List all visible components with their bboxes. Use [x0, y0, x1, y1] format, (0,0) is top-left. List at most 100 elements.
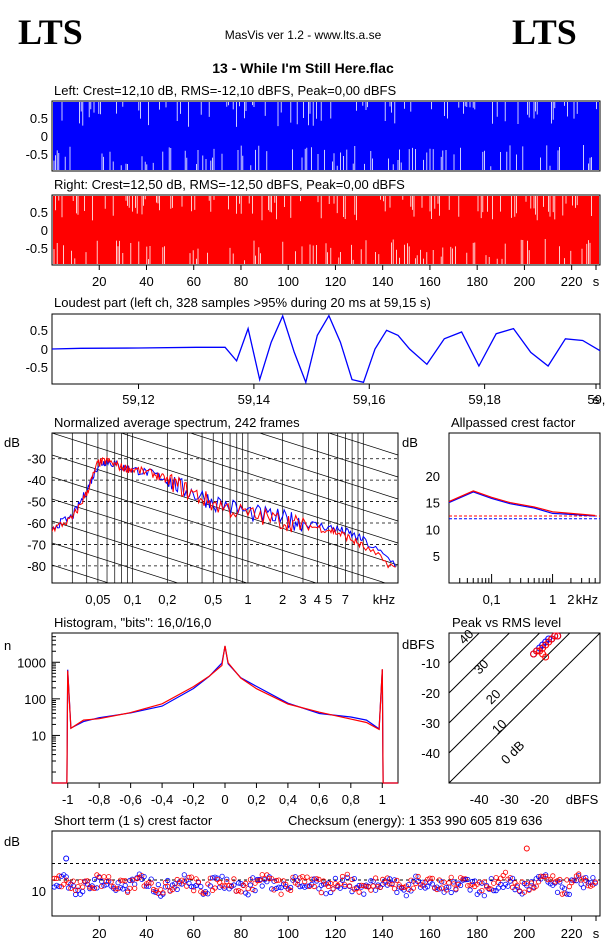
shortcrest-point-right	[337, 881, 343, 887]
shortcrest-point-right	[566, 883, 572, 890]
shortcrest-ylabel: dB	[4, 834, 20, 849]
shortcrest-point-left	[465, 876, 471, 883]
spectrum-xtick-label: 0,2	[158, 592, 176, 607]
shortcrest-point-right	[273, 877, 279, 884]
shortcrest-point-right	[391, 886, 398, 892]
spectrum-ylabel: dB	[4, 435, 20, 450]
shortcrest-point-left	[406, 881, 412, 888]
allpass-line-right	[448, 490, 596, 517]
time-tick-label: 120	[325, 274, 347, 289]
spectrum-grid-diag	[52, 520, 249, 583]
spectrum-ytick-label: -70	[27, 537, 46, 552]
shortcrest-point-right	[344, 871, 350, 877]
shortcrest-point-right	[129, 877, 135, 883]
shortcrest-point-right	[245, 886, 251, 892]
shortcrest-point-right	[283, 881, 289, 888]
peakrms-xtick-label: -30	[500, 792, 519, 807]
shortcrest-point-left	[420, 879, 426, 885]
spectrum-grid-diag	[258, 433, 398, 478]
left-ytick-2: -0.5	[26, 147, 48, 162]
peakrms-point-right	[533, 647, 541, 655]
shortcrest-point-right	[91, 885, 98, 892]
shortcrest-point-right	[476, 879, 483, 885]
shortcrest-point-left	[65, 885, 72, 891]
peakrms-diagonal-label: 30	[471, 656, 492, 677]
shortcrest-point-right	[564, 877, 570, 883]
loudest-xtick-label: 59,16	[353, 392, 386, 407]
shortcrest-point-right	[217, 879, 223, 886]
file-title: 13 - While I'm Still Here.flac	[212, 60, 394, 76]
shortcrest-point-left	[259, 883, 265, 889]
shortcrest-point-left	[472, 878, 478, 884]
shortcrest-point-right	[330, 886, 336, 892]
shortcrest-point-left	[174, 886, 180, 893]
shortcrest-point-right	[372, 875, 379, 881]
shortcrest-point-left	[481, 893, 487, 899]
shortcrest-point-right	[259, 872, 265, 878]
shortcrest-point-left	[436, 886, 442, 892]
allpass-xtick-label: kHz	[576, 592, 598, 607]
allpass-title: Allpassed crest factor	[451, 415, 576, 430]
shortcrest-point-right	[115, 886, 121, 892]
shortcrest-point-left	[91, 876, 98, 883]
spectrum-grid-diag	[327, 433, 398, 456]
peakrms-point-right	[554, 632, 562, 640]
shortcrest-point-right	[346, 883, 353, 889]
shortcrest-point-left	[155, 881, 161, 888]
shortcrest-point-left	[368, 878, 374, 884]
shortcrest-point-left	[205, 891, 211, 897]
time-tick-label: 60	[186, 274, 200, 289]
left-waveform	[53, 102, 599, 170]
time-tick-label: 40	[139, 274, 153, 289]
shortcrest-outlier	[63, 855, 70, 862]
shortcrest-point-left	[413, 873, 419, 879]
shortcrest-point-right	[177, 881, 183, 887]
shortcrest-frame	[51, 830, 601, 917]
peakrms-xtick-label: dBFS	[566, 792, 599, 807]
shortcrest-point-left	[188, 883, 194, 890]
shortcrest-point-right	[408, 877, 414, 883]
peakrms-diagonal	[449, 633, 541, 724]
shortcrest-point-left	[351, 875, 357, 882]
shortcrest-point-left	[122, 882, 128, 889]
right-ytick-0: 0.5	[30, 205, 48, 220]
shortcrest-point-right	[287, 887, 294, 894]
shortcrest-point-right	[132, 885, 138, 891]
shortcrest-xtick-label: 60	[186, 926, 200, 941]
shortcrest-point-left	[148, 876, 154, 882]
loudest-xtick-label: 59,18	[468, 392, 501, 407]
time-tick-label: 180	[466, 274, 488, 289]
shortcrest-point-right	[202, 890, 209, 896]
shortcrest-point-right	[56, 873, 62, 879]
shortcrest-outlier	[523, 845, 530, 852]
shortcrest-point-left	[198, 883, 204, 890]
spectrum-ytick-label: -60	[27, 516, 46, 531]
time-axis-ticks: 20 40 60 80 100 120 140 160 180 200 220 s	[92, 265, 600, 289]
shortcrest-xtick-label: 220	[561, 926, 583, 941]
shortcrest-point-right	[165, 883, 171, 890]
left-ytick-0: 0.5	[30, 111, 48, 126]
shortcrest-point-left	[247, 882, 253, 888]
histogram-xtick-label: 0,8	[342, 792, 360, 807]
shortcrest-point-left	[554, 889, 561, 895]
shortcrest-point-left	[372, 887, 379, 893]
histogram-xtick-label: -1	[62, 792, 74, 807]
shortcrest-point-left	[387, 876, 393, 882]
shortcrest-point-left	[394, 889, 400, 896]
shortcrest-point-right	[184, 883, 190, 889]
shortcrest-xtick-label: 160	[419, 926, 441, 941]
shortcrest-point-right	[320, 878, 327, 884]
shortcrest-point-right	[453, 886, 459, 892]
spectrum-grid-diag	[52, 476, 387, 583]
shortcrest-point-left	[391, 877, 398, 883]
shortcrest-point-left	[252, 887, 258, 894]
shortcrest-point-right	[108, 879, 114, 885]
left-frame	[51, 100, 601, 172]
loudest-frame	[51, 313, 601, 385]
logo-right: LTS	[512, 12, 577, 52]
checksum: Checksum (energy): 1 353 990 605 819 636	[288, 813, 542, 828]
shortcrest-point-left	[325, 880, 331, 886]
shortcrest-point-left	[495, 885, 501, 891]
shortcrest-point-right	[195, 879, 201, 885]
shortcrest-point-right	[212, 885, 218, 891]
